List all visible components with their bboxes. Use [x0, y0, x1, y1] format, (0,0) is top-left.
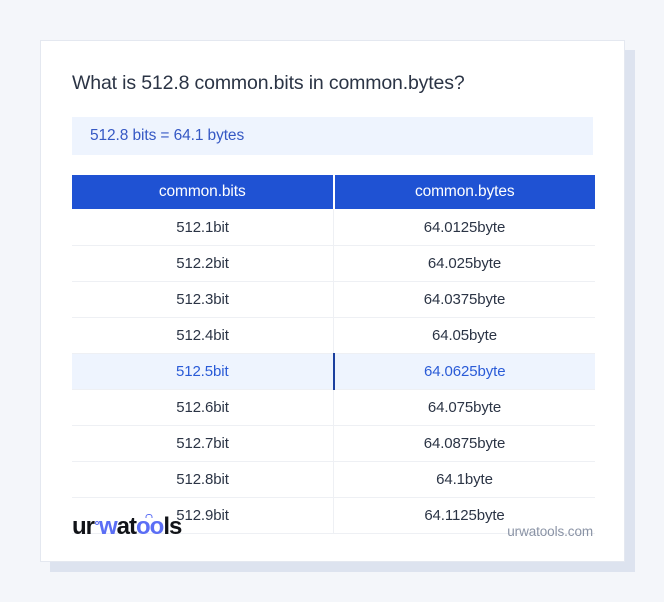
table-row-highlighted[interactable]: 512.5bit 64.0625byte: [72, 353, 595, 390]
cell-bytes: 64.05byte: [333, 317, 595, 354]
table-row[interactable]: 512.3bit 64.0375byte: [72, 281, 595, 318]
logo-glasses-icon: oo: [136, 513, 164, 540]
table-header-row: common.bits common.bytes: [72, 175, 595, 210]
cell-bytes: 64.0625byte: [333, 353, 595, 390]
page-title: What is 512.8 common.bits in common.byte…: [72, 72, 465, 94]
cell-bytes: 64.075byte: [333, 389, 595, 426]
result-banner: 512.8 bits = 64.1 bytes: [72, 117, 593, 156]
cell-bits: 512.5bit: [72, 353, 335, 390]
site-url: urwatools.com: [507, 524, 593, 539]
cell-bits: 512.6bit: [72, 389, 334, 426]
result-banner-text: 512.8 bits = 64.1 bytes: [90, 127, 245, 145]
cell-bits: 512.2bit: [72, 245, 334, 282]
table-row[interactable]: 512.6bit 64.075byte: [72, 389, 595, 426]
column-header-bytes: common.bytes: [333, 175, 595, 210]
conversion-card: What is 512.8 common.bits in common.byte…: [40, 40, 625, 562]
cell-bits: 512.3bit: [72, 281, 334, 318]
cell-bits: 512.8bit: [72, 461, 334, 498]
table-row[interactable]: 512.9bit 64.1125byte: [72, 497, 595, 534]
cell-bits: 512.7bit: [72, 425, 334, 462]
table-row[interactable]: 512.4bit 64.05byte: [72, 317, 595, 354]
conversion-table: common.bits common.bytes 512.1bit 64.012…: [72, 175, 595, 534]
cell-bytes: 64.0375byte: [333, 281, 595, 318]
table-row[interactable]: 512.2bit 64.025byte: [72, 245, 595, 282]
cell-bytes: 64.025byte: [333, 245, 595, 282]
logo-part-ur: ur: [72, 513, 95, 540]
cell-bytes: 64.1125byte: [333, 497, 595, 534]
column-header-bits: common.bits: [72, 175, 335, 210]
table-row[interactable]: 512.7bit 64.0875byte: [72, 425, 595, 462]
urwatools-logo[interactable]: ur w at oo ls: [72, 513, 182, 540]
cell-bits: 512.9bit: [72, 497, 334, 534]
logo-part-ls: ls: [163, 513, 182, 540]
cell-bytes: 64.0125byte: [333, 209, 595, 246]
table-row[interactable]: 512.1bit 64.0125byte: [72, 209, 595, 246]
card-footer: ur w at oo ls urwatools.com: [72, 513, 593, 540]
cell-bytes: 64.0875byte: [333, 425, 595, 462]
table-row[interactable]: 512.8bit 64.1byte: [72, 461, 595, 498]
cell-bytes: 64.1byte: [333, 461, 595, 498]
logo-part-at: at: [116, 513, 137, 540]
cell-bits: 512.4bit: [72, 317, 334, 354]
logo-part-w: w: [99, 513, 118, 540]
cell-bits: 512.1bit: [72, 209, 334, 246]
logo-dot-icon: [94, 521, 99, 525]
